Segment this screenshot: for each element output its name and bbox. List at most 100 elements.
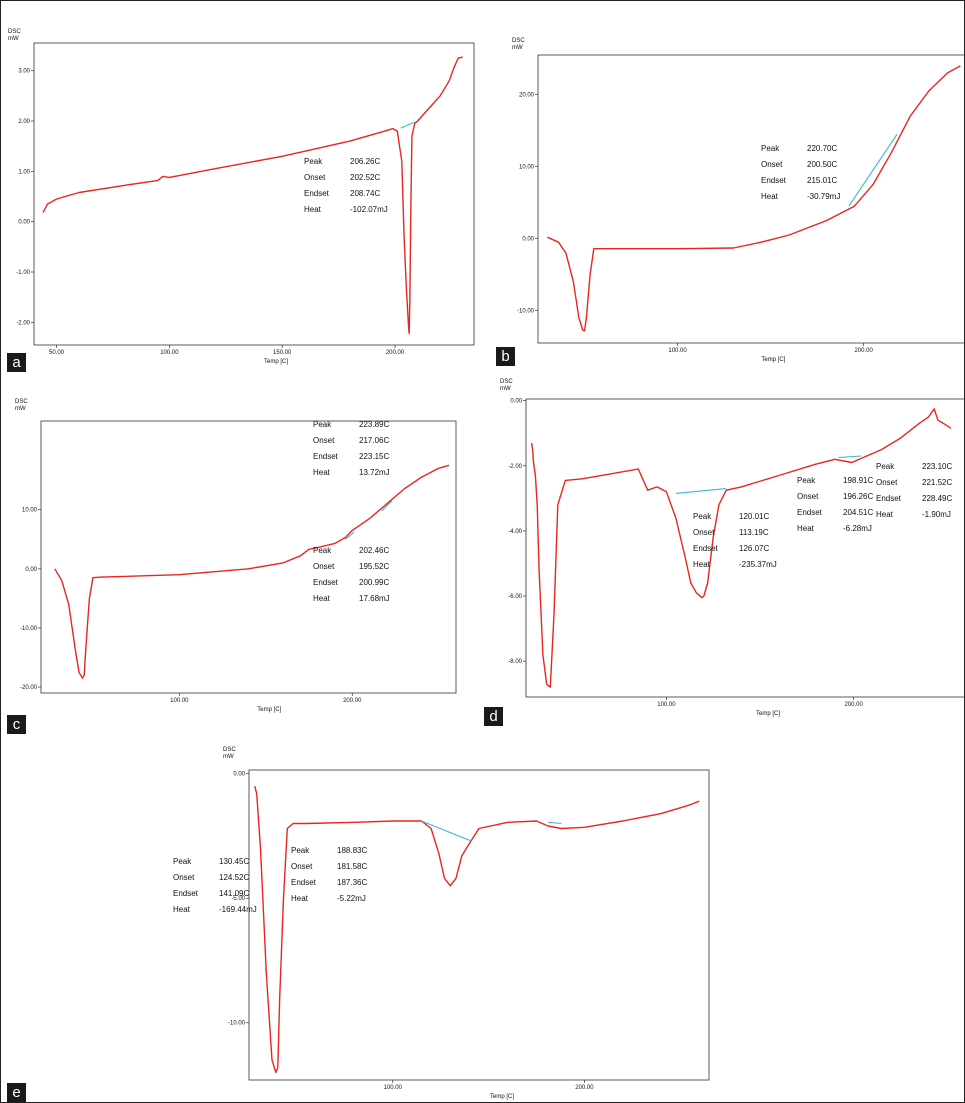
- x-tick-label: 200.00: [386, 350, 405, 356]
- y-tick-label: -6.00: [508, 594, 522, 600]
- annotation-value: 181.58C: [337, 862, 367, 871]
- dsc-panel-d: DSC mW 0.00 -2.00 -4.00 -6.00 -8.00 100.00 200.0…: [481, 373, 965, 733]
- x-tick-label: 50.00: [49, 350, 65, 356]
- dsc-curve: [43, 57, 463, 333]
- y-tick-label: -4.00: [508, 529, 522, 535]
- annotation-value: 206.26C: [350, 157, 380, 166]
- y-tick-label: 3.00: [18, 69, 30, 75]
- annotation-label: Peak: [173, 857, 192, 866]
- x-tick-label: 100.00: [384, 1085, 403, 1091]
- annotation-value: 188.83C: [337, 846, 367, 855]
- annotation-value: -30.79mJ: [807, 192, 840, 201]
- dsc-curve: [255, 786, 700, 1072]
- annotation-label: Endset: [693, 544, 719, 553]
- y-tick-label: -20.00: [20, 685, 38, 691]
- plot-frame: [41, 421, 456, 693]
- annotation-label: Heat: [693, 560, 711, 569]
- y-tick-label: -1.00: [16, 270, 30, 276]
- y-tick-label: 1.00: [18, 169, 30, 175]
- annotation-value: 120.01C: [739, 512, 769, 521]
- annotation-value: 126.07C: [739, 544, 769, 553]
- annotation-value: -169.44mJ: [219, 905, 257, 914]
- annotation-label: Endset: [797, 508, 823, 517]
- annotation-label: Heat: [291, 894, 309, 903]
- y-tick-label: 2.00: [18, 119, 30, 125]
- annotation-value: 200.50C: [807, 160, 837, 169]
- annotation-label: Heat: [173, 905, 191, 914]
- y-tick-label: -2.00: [508, 464, 522, 470]
- y-tick-label: 10.00: [22, 508, 38, 514]
- baseline-segment: [676, 489, 727, 494]
- panel-label-e: e: [7, 1083, 26, 1102]
- y-axis-label-unit: mW: [500, 386, 511, 392]
- annotation-label: Peak: [693, 512, 712, 521]
- annotation-label: Onset: [313, 436, 335, 445]
- annotation-label: Heat: [313, 468, 331, 477]
- annotation-value: 196.26C: [843, 492, 873, 501]
- y-tick-label: -10.00: [20, 626, 38, 632]
- annotation-value: -1.90mJ: [922, 510, 951, 519]
- plot-frame: [34, 43, 474, 345]
- dsc-panel-e: DSC mW 0.00 -5.00 -10.00 100.00 200.00 Temp [C]…: [1, 741, 965, 1103]
- dsc-chart-d: DSCmW0.00-2.00-4.00-6.00-8.00100.00 200.0…: [481, 373, 965, 733]
- x-axis-label: Temp [C]: [490, 1094, 514, 1100]
- annotation-label: Endset: [291, 878, 317, 887]
- annotation-label: Peak: [797, 476, 816, 485]
- y-tick-label: 20.00: [519, 93, 535, 99]
- annotation-value: 202.52C: [350, 173, 380, 182]
- annotation-label: Peak: [291, 846, 310, 855]
- y-axis-label-dsc: DSC: [8, 29, 21, 35]
- annotation-value: 141.09C: [219, 889, 249, 898]
- x-tick-label: 200.00: [854, 348, 873, 354]
- baseline-segment: [839, 456, 861, 458]
- baseline-segment: [422, 821, 472, 841]
- annotation-value: 202.46C: [359, 546, 389, 555]
- x-tick-label: 100.00: [668, 348, 687, 354]
- y-tick-label: 10.00: [519, 165, 535, 171]
- y-tick-label: 0.00: [522, 237, 534, 243]
- annotation-value: 198.91C: [843, 476, 873, 485]
- y-axis-label-dsc: DSC: [512, 38, 525, 44]
- y-tick-label: 0.00: [233, 772, 245, 778]
- annotation-label: Endset: [304, 189, 330, 198]
- x-tick-label: 150.00: [273, 350, 292, 356]
- annotation-value: 195.52C: [359, 562, 389, 571]
- annotation-value: 220.70C: [807, 144, 837, 153]
- annotation-label: Endset: [313, 452, 339, 461]
- dsc-panel-b: DSC mW 20.00 10.00 0.00 -10.00 100.00 200.00 Tem…: [491, 1, 965, 376]
- annotation-value: 223.10C: [922, 462, 952, 471]
- annotation-label: Endset: [761, 176, 787, 185]
- annotation-value: -235.37mJ: [739, 560, 777, 569]
- y-axis-label-unit: mW: [15, 406, 26, 412]
- annotation-label: Endset: [173, 889, 199, 898]
- x-axis-label: Temp [C]: [761, 357, 785, 363]
- y-axis-label-unit: mW: [223, 754, 234, 760]
- y-axis-label-unit: mW: [8, 36, 19, 42]
- plot-frame: [538, 55, 965, 343]
- plot-frame: [249, 770, 709, 1080]
- annotation-label: Peak: [313, 420, 332, 429]
- annotation-value: 13.72mJ: [359, 468, 390, 477]
- annotation-label: Heat: [876, 510, 894, 519]
- annotation-value: 204.51C: [843, 508, 873, 517]
- annotation-value: 113.19C: [739, 528, 769, 537]
- annotation-label: Onset: [173, 873, 195, 882]
- baseline-segment: [548, 822, 561, 823]
- annotation-label: Heat: [313, 594, 331, 603]
- annotation-label: Peak: [876, 462, 895, 471]
- x-axis-label: Temp [C]: [257, 707, 281, 713]
- annotation-value: 187.36C: [337, 878, 367, 887]
- x-tick-label: 200.00: [343, 698, 362, 704]
- annotation-label: Peak: [761, 144, 780, 153]
- annotation-value: -6.28mJ: [843, 524, 872, 533]
- y-tick-label: 0.00: [510, 399, 522, 405]
- annotation-value: 223.15C: [359, 452, 389, 461]
- annotation-value: 17.68mJ: [359, 594, 390, 603]
- y-tick-label: 0.00: [18, 220, 30, 226]
- panel-label-b: b: [496, 347, 515, 366]
